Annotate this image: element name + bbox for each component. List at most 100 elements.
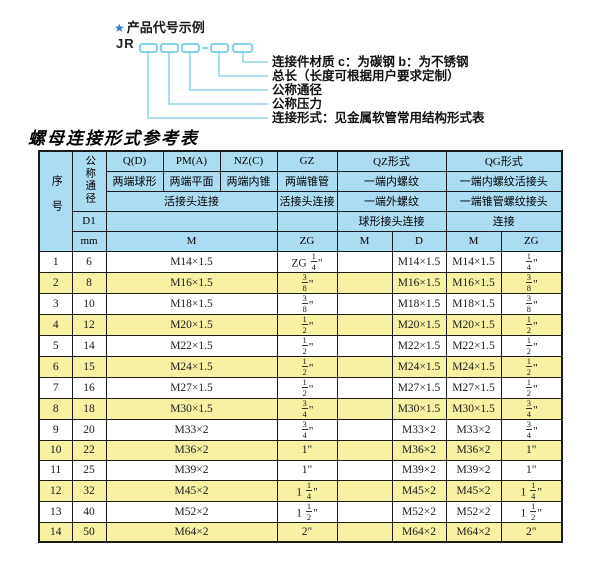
table-row: 12 32 M45×2 1 1 4 " M45×2 M45×2 1 1 4 " [38, 479, 563, 502]
cell-zg: 1 1 2 " [276, 500, 338, 523]
cell-qg-m: M16×1.5 [445, 271, 502, 294]
cell-qz-m [336, 313, 393, 336]
unit-mm: mm [71, 230, 107, 252]
cell-qz-m [336, 376, 393, 399]
cell-qg-zg: 1" [500, 439, 563, 461]
cell-qg-m: M22×1.5 [445, 334, 502, 357]
cell-qz-m [336, 355, 393, 378]
table-row: 7 16 M27×1.5 1 2 " M27×1.5 M27×1.5 1 2 " [38, 376, 563, 399]
cell-qg-m: M14×1.5 [445, 250, 502, 273]
cell-qz-m [336, 521, 393, 543]
table-title: 螺母连接形式参考表 [28, 129, 199, 148]
label-total-length: 总长（长度可根据用户要求定制） [272, 69, 460, 83]
cell-qg-m: M27×1.5 [445, 376, 502, 399]
table-row: 14 50 M64×2 2" M64×2 M64×2 2" [38, 521, 563, 543]
cell-zg: 1" [276, 459, 338, 481]
ball-joint-connection-qz: 球形接头连接 [336, 210, 447, 232]
cell-qz-d: M22×1.5 [391, 334, 447, 357]
unit-qz-m: M [336, 230, 393, 252]
cell-qg-zg: 1 4 " [500, 250, 563, 273]
cell-m: M24×1.5 [105, 355, 278, 378]
cell-qz-d: M45×2 [391, 479, 447, 502]
header-q: Q(D) [105, 150, 164, 172]
cell-qg-zg: 1 2 " [500, 355, 563, 378]
cell-qg-zg: 3 4 " [500, 418, 563, 441]
table-row: 3 10 M18×1.5 3 8 " M18×1.5 M18×1.5 3 8 " [38, 292, 563, 315]
cell-qz-m [336, 397, 393, 420]
cell-qg-zg: 1 2 " [500, 376, 563, 399]
cell-qg-zg: 2" [500, 521, 563, 543]
header-pm: PM(A) [162, 150, 221, 172]
cell-qz-m [336, 479, 393, 502]
cell-dn: 15 [71, 355, 107, 378]
unit-qz-d: D [391, 230, 447, 252]
header-qg: QG形式 [445, 150, 563, 172]
cell-qg-m: M33×2 [445, 418, 502, 441]
label-material: 连接件材质 c：为碳钢 b：为不锈钢 [272, 55, 469, 69]
cell-m: M14×1.5 [105, 250, 278, 273]
cell-m: M52×2 [105, 500, 278, 523]
cell-qz-m [336, 250, 393, 273]
cell-no: 11 [38, 459, 73, 481]
table-row: 11 25 M39×2 1" M39×2 M39×2 1" [38, 459, 563, 481]
cell-no: 9 [38, 418, 73, 441]
cell-dn: 6 [71, 250, 107, 273]
cell-m: M30×1.5 [105, 397, 278, 420]
cell-qz-d: M30×1.5 [391, 397, 447, 420]
star-icon: ★ [114, 21, 125, 35]
cell-qg-zg: 1 2 " [500, 313, 563, 336]
cell-qg-zg: 1 2 " [500, 334, 563, 357]
label-nominal-pressure: 公称压力 [272, 97, 323, 111]
cell-zg: 2" [276, 521, 338, 543]
cell-m: M16×1.5 [105, 271, 278, 294]
subheader-qg: 一端内螺纹活接头 [445, 170, 563, 192]
cell-zg: ZG 1 4 " [276, 250, 338, 273]
cell-zg: 3 4 " [276, 418, 338, 441]
cell-qg-m: M36×2 [445, 439, 502, 461]
cell-m: M22×1.5 [105, 334, 278, 357]
cell-qz-d: M18×1.5 [391, 292, 447, 315]
cell-qz-d: M27×1.5 [391, 376, 447, 399]
cell-no: 10 [38, 439, 73, 461]
cell-zg: 1 2 " [276, 334, 338, 357]
header-d1: D1 [71, 210, 107, 232]
table-row: 1 6 M14×1.5 ZG 1 4 " M14×1.5 M14×1.5 1 4 " [38, 250, 563, 273]
code-box-2 [160, 43, 179, 53]
code-box-3 [181, 43, 200, 53]
cell-dn: 10 [71, 292, 107, 315]
cell-qz-m [336, 334, 393, 357]
cell-zg: 3 8 " [276, 271, 338, 294]
header-gz: GZ [276, 150, 338, 172]
code-connector-diagram [139, 43, 268, 119]
cell-m: M36×2 [105, 439, 278, 461]
table-row: 8 18 M30×1.5 3 4 " M30×1.5 M30×1.5 3 4 " [38, 397, 563, 420]
cell-dn: 18 [71, 397, 107, 420]
cell-qz-d: M52×2 [391, 500, 447, 523]
cell-qg-zg: 3 8 " [500, 271, 563, 294]
cell-qz-m [336, 459, 393, 481]
empty-cell [105, 210, 278, 232]
cell-dn: 16 [71, 376, 107, 399]
cell-no: 3 [38, 292, 73, 315]
cell-m: M45×2 [105, 479, 278, 502]
header-serial: 序号 [38, 150, 73, 252]
cell-qz-d: M33×2 [391, 418, 447, 441]
union-connection-left: 活接头连接 [105, 190, 278, 212]
cell-m: M39×2 [105, 459, 278, 481]
cell-no: 5 [38, 334, 73, 357]
cell-qg-m: M64×2 [445, 521, 502, 543]
cell-zg: 3 8 " [276, 292, 338, 315]
cell-zg: 3 4 " [276, 397, 338, 420]
unit-qg-zg: ZG [500, 230, 563, 252]
cell-no: 13 [38, 500, 73, 523]
table-header: 序号 公称通径 Q(D) PM(A) NZ(C) GZ QZ形式 QG形式 两端… [38, 150, 563, 252]
table-row: 9 20 M33×2 3 4 " M33×2 M33×2 3 4 " [38, 418, 563, 441]
cell-dn: 20 [71, 418, 107, 441]
cell-qg-zg: 1" [500, 459, 563, 481]
code-box-4 [210, 43, 229, 53]
cell-qg-m: M24×1.5 [445, 355, 502, 378]
table-row: 2 8 M16×1.5 3 8 " M16×1.5 M16×1.5 3 8 " [38, 271, 563, 294]
cell-qz-m [336, 292, 393, 315]
header-nominal-diameter: 公称通径 [71, 150, 107, 212]
